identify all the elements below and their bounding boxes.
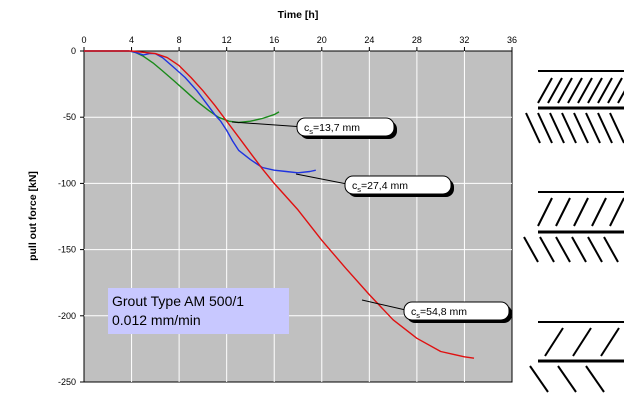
- rib-stroke: [591, 197, 607, 227]
- rib-stroke: [537, 197, 553, 227]
- x-tick-label: 28: [412, 35, 422, 45]
- rib-stroke: [529, 365, 549, 393]
- rib-stroke: [557, 77, 573, 104]
- rebar-rib-profile-medium-icon: [523, 191, 624, 263]
- rib-stroke: [549, 112, 565, 144]
- rib-stroke: [573, 112, 589, 144]
- rib-stroke: [555, 236, 571, 263]
- grout-annotation: Grout Type AM 500/1 0.012 mm/min: [108, 288, 289, 334]
- rib-stroke: [525, 112, 541, 144]
- series-line-2: [84, 50, 316, 174]
- rib-stroke: [585, 112, 601, 144]
- x-tick-label: 8: [177, 35, 182, 45]
- label-text: cs=13,7 mm: [304, 122, 360, 136]
- rib-stroke: [547, 77, 563, 104]
- series-label-2: cs=27,4 mm: [295, 173, 454, 197]
- rib-stroke: [597, 77, 613, 104]
- rib-stroke: [555, 197, 571, 227]
- annotation-line-rate: 0.012 mm/min: [112, 312, 201, 328]
- x-tick-label: 32: [459, 35, 469, 45]
- y-tick-label: -200: [58, 311, 76, 321]
- series-line-1: [84, 50, 280, 124]
- x-axis-title: Time [h]: [278, 9, 319, 21]
- y-tick-label: -100: [58, 178, 76, 188]
- rib-stroke: [577, 77, 593, 104]
- leader-line: [295, 173, 353, 186]
- label-box: [344, 175, 452, 195]
- x-tick-label: 0: [81, 35, 86, 45]
- label-text: cs=27,4 mm: [352, 180, 408, 194]
- x-tick-label: 12: [222, 35, 232, 45]
- rib-stroke: [544, 327, 564, 357]
- x-tick-label: 20: [317, 35, 327, 45]
- rib-stroke: [587, 77, 603, 104]
- rib-stroke: [572, 327, 592, 357]
- series-layer: [84, 50, 475, 359]
- rib-stroke: [597, 112, 613, 144]
- rib-stroke: [587, 236, 603, 263]
- y-axis-title: pull out force [kN]: [27, 171, 39, 261]
- y-tick-label: -250: [58, 377, 76, 387]
- x-axis-ticks: 0 4 8 12 16 20 24 28 32 36: [81, 35, 517, 51]
- y-tick-label: -50: [63, 112, 76, 122]
- rib-stroke: [607, 77, 623, 104]
- rib-stroke: [609, 197, 624, 227]
- rib-stroke: [537, 77, 553, 104]
- rib-stroke: [557, 365, 577, 393]
- series-line-3: [84, 50, 475, 359]
- rib-stroke: [537, 112, 553, 144]
- rib-stroke: [609, 112, 624, 144]
- leader-line: [361, 299, 411, 312]
- series-label-3: cs=54,8 mm: [361, 299, 512, 323]
- rib-stroke: [585, 365, 605, 393]
- rib-stroke: [561, 112, 577, 144]
- callout-layer: cs=13,7 mm cs=27,4 mm cs=54,8 mm: [231, 117, 512, 323]
- label-box: [296, 117, 395, 137]
- rebar-rib-profile-fine-icon: [529, 321, 624, 393]
- x-tick-label: 24: [364, 35, 374, 45]
- x-tick-label: 16: [269, 35, 279, 45]
- y-tick-label: -150: [58, 245, 76, 255]
- annotation-line-grout-type: Grout Type AM 500/1: [112, 293, 245, 309]
- series-label-1: cs=13,7 mm: [231, 117, 397, 139]
- y-tick-label: 0: [71, 46, 76, 56]
- y-axis-ticks: 0 -50 -100 -150 -200 -250: [58, 46, 84, 387]
- rib-stroke: [617, 90, 624, 104]
- rib-stroke: [573, 197, 589, 227]
- leader-line: [231, 121, 305, 128]
- x-tick-label: 4: [129, 35, 134, 45]
- label-box: [403, 301, 510, 321]
- annotation-box: [108, 288, 289, 334]
- rib-stroke: [571, 236, 587, 263]
- rib-stroke: [603, 236, 619, 263]
- label-text: cs=54,8 mm: [411, 306, 467, 320]
- rib-stroke: [600, 327, 620, 357]
- rib-stroke: [523, 236, 539, 263]
- rib-stroke: [567, 77, 583, 104]
- rebar-rib-profile-coarse-icon: [525, 70, 624, 144]
- x-tick-label: 36: [507, 35, 517, 45]
- rib-stroke: [539, 236, 555, 263]
